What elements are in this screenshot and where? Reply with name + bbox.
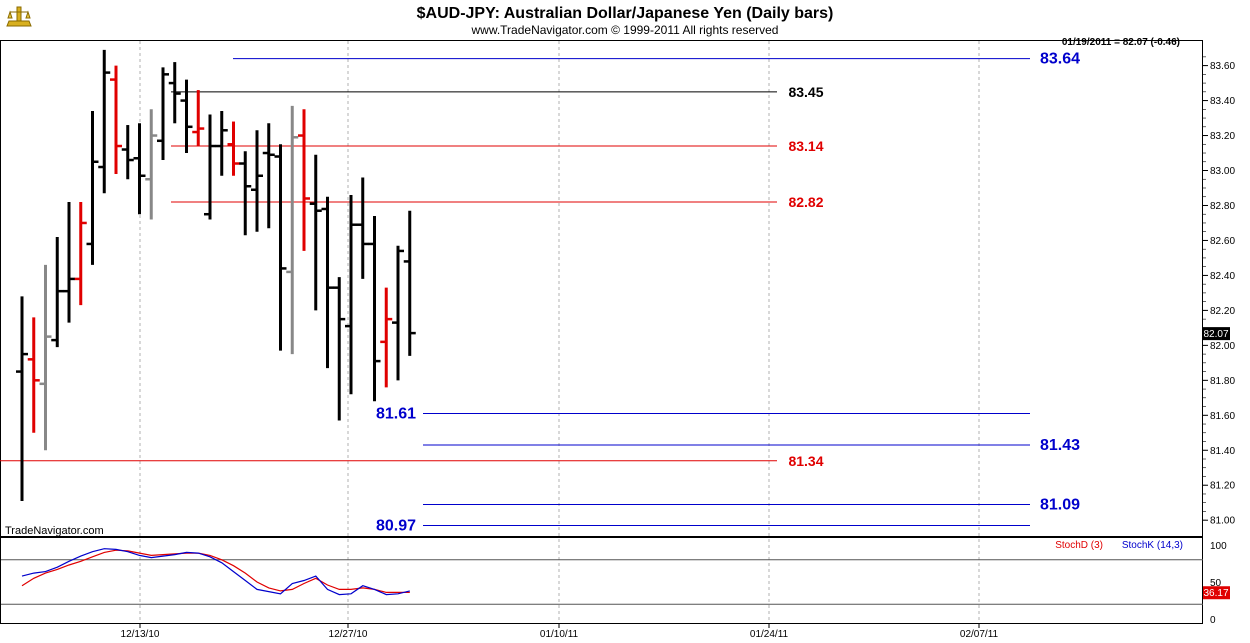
level-label: 81.43 <box>1040 437 1080 454</box>
ohlc-bar <box>121 125 134 180</box>
stoch-panel-border <box>0 537 1203 624</box>
ohlc-bar <box>192 90 205 147</box>
grid-lines <box>1 41 1203 623</box>
trade-navigator-logo-icon <box>4 6 34 28</box>
stoch-d-legend: StochD (3) <box>1055 540 1103 551</box>
ohlc-bar <box>321 196 334 369</box>
ohlc-bar <box>16 296 28 501</box>
price-axis: 81.00 81.20 81.40 81.60 81.80 82.00 82.20 82.40… <box>1203 56 1235 527</box>
price-tick-label: 83.60 <box>1210 61 1235 72</box>
date-tick-label: 01/10/11 <box>540 629 579 640</box>
ohlc-bar <box>204 114 216 220</box>
ohlc-bar <box>356 177 369 279</box>
level-label: 83.14 <box>788 138 823 154</box>
ohlc-bar <box>168 62 181 124</box>
level-label: 81.34 <box>788 453 823 469</box>
level-label: 81.61 <box>376 406 416 423</box>
price-tick-label: 83.40 <box>1210 96 1235 107</box>
stochastic-panel: StochD (3) StochK (14,3) 0 50 100 36.17 <box>21 540 1230 626</box>
chart-title: $AUD-JPY: Australian Dollar/Japanese Yen… <box>417 5 834 22</box>
stoch-tick-label: 100 <box>1210 541 1227 552</box>
price-tick-label: 83.00 <box>1210 166 1235 177</box>
ohlc-bar <box>86 111 99 265</box>
date-axis: 12/13/10 12/27/10 01/10/11 01/24/11 02/07/11 <box>121 623 999 640</box>
ohlc-bar <box>251 130 263 232</box>
level-lines: 83.64 83.45 83.14 82.82 81.61 81.43 81.34 81.09… <box>0 51 1080 534</box>
ohlc-bar <box>309 154 322 311</box>
ohlc-bar <box>157 67 169 161</box>
ohlc-bar <box>274 144 287 351</box>
price-tick-label: 81.00 <box>1210 516 1235 527</box>
ohlc-bar <box>368 215 381 402</box>
level-label: 80.97 <box>376 517 416 534</box>
ohlc-bar <box>262 123 275 229</box>
price-bars <box>16 49 416 501</box>
last-quote-text: 01/19/2011 = 82.07 (-0.46) <box>1062 37 1180 48</box>
ohlc-bar <box>333 277 346 421</box>
ohlc-bar <box>345 194 357 395</box>
stoch-last-box <box>1203 586 1230 600</box>
price-tick-label: 82.40 <box>1210 271 1235 282</box>
level-label: 82.82 <box>788 194 823 210</box>
price-tick-label: 82.80 <box>1210 201 1235 212</box>
stoch-d-line <box>21 549 410 594</box>
ohlc-bar <box>133 123 146 215</box>
ohlc-bar <box>392 245 404 381</box>
chart-frame <box>0 40 1203 624</box>
price-tick-label: 83.20 <box>1210 131 1235 142</box>
ohlc-bar <box>403 210 416 356</box>
price-tick-label: 82.60 <box>1210 236 1235 247</box>
price-tick-label: 82.00 <box>1210 341 1235 352</box>
stoch-tick-label: 0 <box>1210 615 1216 626</box>
watermark-text: TradeNavigator.com <box>5 525 104 537</box>
price-tick-label: 81.40 <box>1210 446 1235 457</box>
price-panel-border <box>0 40 1203 537</box>
ohlc-bar <box>98 49 111 194</box>
ohlc-bar <box>215 111 228 176</box>
price-tick-label: 82.20 <box>1210 306 1235 317</box>
last-price-box <box>1203 327 1230 341</box>
chart-header: $AUD-JPY: Australian Dollar/Japanese Yen… <box>5 5 1180 537</box>
ohlc-bar <box>286 105 299 355</box>
last-price-label: 82.07 <box>1203 329 1228 340</box>
price-tick-label: 81.60 <box>1210 411 1235 422</box>
ohlc-bar <box>239 151 252 236</box>
ohlc-bar <box>227 121 240 176</box>
date-tick-label: 12/13/10 <box>121 629 160 640</box>
ohlc-bar <box>39 264 52 451</box>
level-label: 83.64 <box>1040 51 1080 68</box>
level-label: 81.09 <box>1040 496 1080 513</box>
ohlc-bar <box>110 65 122 175</box>
stoch-k-legend: StochK (14,3) <box>1122 540 1183 551</box>
ohlc-bar <box>145 109 158 220</box>
price-tick-label: 81.20 <box>1210 481 1235 492</box>
ohlc-bar <box>380 287 393 388</box>
ohlc-bar <box>298 109 310 251</box>
level-label: 83.45 <box>788 84 823 100</box>
ohlc-bar <box>74 201 87 306</box>
date-tick-label: 12/27/10 <box>329 629 368 640</box>
stoch-last-label: 36.17 <box>1203 588 1228 599</box>
ohlc-bar <box>51 236 64 348</box>
price-tick-label: 81.80 <box>1210 376 1235 387</box>
ohlc-bar <box>180 79 193 154</box>
ohlc-bar <box>63 201 75 323</box>
date-tick-label: 01/24/11 <box>750 629 789 640</box>
chart-subtitle: www.TradeNavigator.com © 1999-2011 All r… <box>471 23 779 37</box>
ohlc-bar <box>27 317 40 433</box>
date-tick-label: 02/07/11 <box>960 629 999 640</box>
stoch-tick-label: 50 <box>1210 578 1222 589</box>
stoch-k-line <box>21 548 410 596</box>
